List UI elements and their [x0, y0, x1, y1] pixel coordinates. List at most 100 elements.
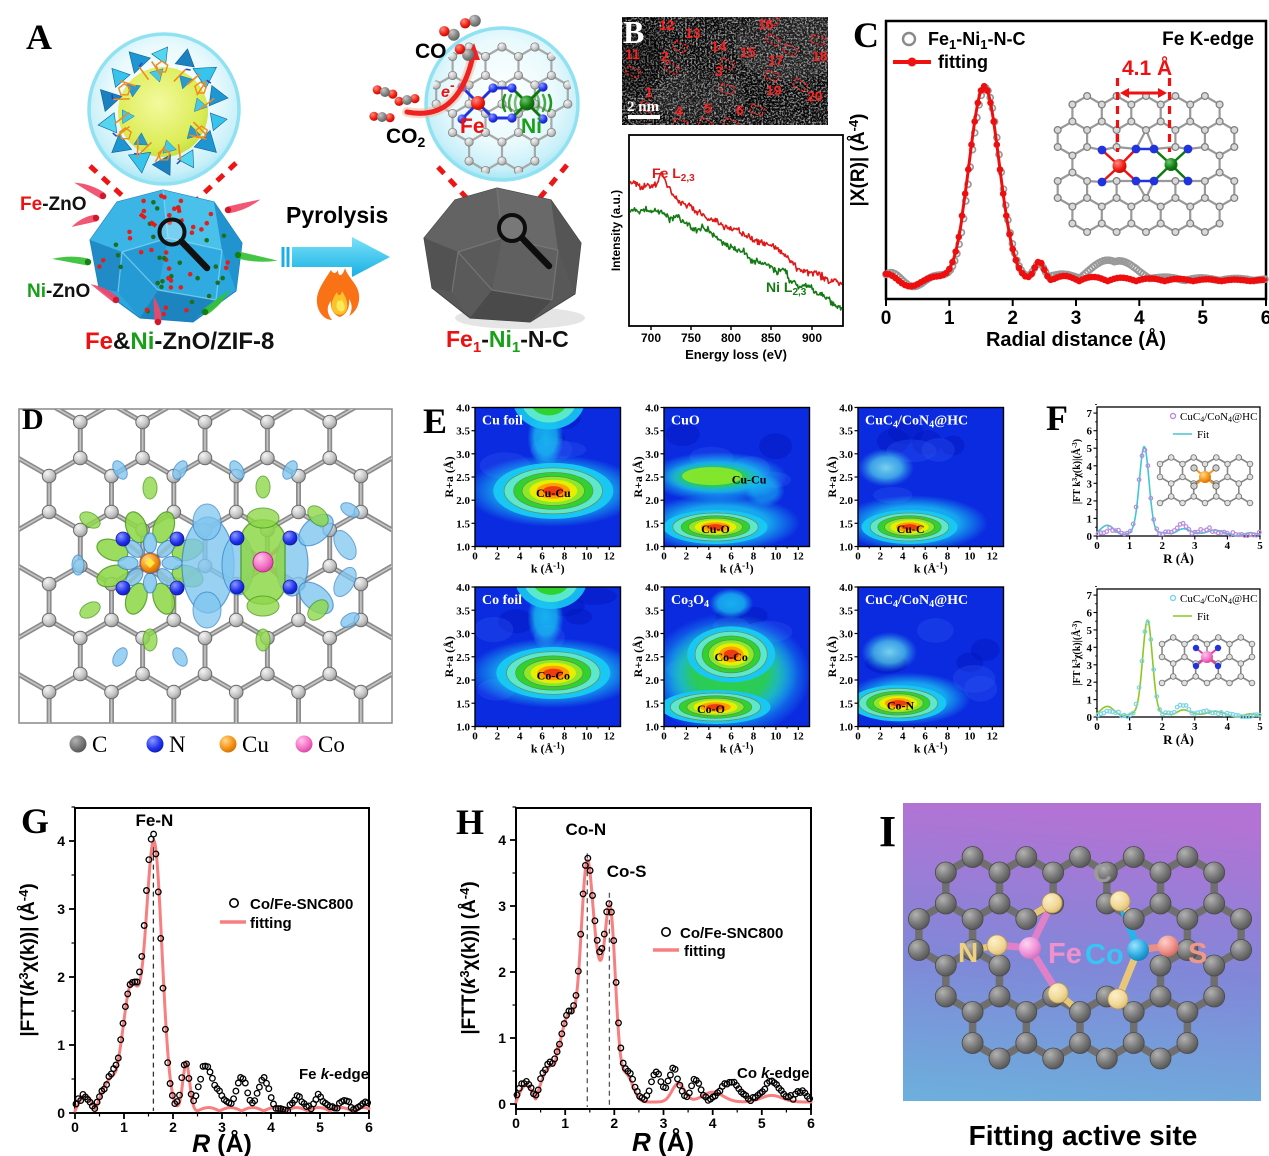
svg-text:1.0: 1.0: [456, 542, 470, 554]
svg-text:10: 10: [964, 731, 976, 743]
svg-text:CuO: CuO: [671, 414, 700, 429]
svg-text:6: 6: [539, 731, 545, 743]
svg-text:Fit: Fit: [1197, 429, 1209, 441]
svg-text:Co-O: Co-O: [697, 702, 725, 716]
svg-text:Cu foil: Cu foil: [482, 414, 523, 429]
svg-text:13: 13: [685, 25, 701, 41]
svg-text:8: 8: [945, 551, 951, 563]
svg-text:Co: Co: [1085, 939, 1124, 971]
svg-text:R+a (Å): R+a (Å): [631, 456, 645, 497]
svg-text:900: 900: [802, 331, 822, 345]
svg-text:0: 0: [498, 1096, 506, 1112]
svg-text:1.5: 1.5: [456, 698, 470, 710]
svg-text:4: 4: [1087, 461, 1093, 473]
svg-text:2.5: 2.5: [645, 652, 659, 664]
svg-text:0: 0: [855, 731, 861, 743]
svg-text:CuC4/CoN4@HC: CuC4/CoN4@HC: [865, 414, 968, 431]
svg-text:|FT k3χ(k)|(Å-3): |FT k3χ(k)|(Å-3): [1071, 439, 1083, 504]
svg-text:1: 1: [645, 84, 653, 100]
svg-text:Fe&Ni-ZnO/ZIF-8: Fe&Ni-ZnO/ZIF-8: [85, 328, 274, 355]
svg-text:Co-N: Co-N: [887, 699, 915, 713]
svg-text:4.0: 4.0: [839, 403, 853, 415]
svg-text:5: 5: [1197, 308, 1208, 329]
svg-text:3.0: 3.0: [645, 449, 659, 461]
svg-text:6: 6: [1087, 426, 1093, 438]
svg-text:-: -: [450, 77, 455, 93]
svg-text:N: N: [169, 732, 186, 757]
svg-text:0: 0: [1087, 712, 1093, 724]
svg-text:4: 4: [517, 731, 523, 743]
svg-text:2: 2: [1087, 677, 1093, 689]
svg-text:Co-N: Co-N: [566, 820, 607, 839]
svg-text:12: 12: [604, 731, 616, 743]
svg-text:2.0: 2.0: [645, 675, 659, 687]
svg-text:2: 2: [57, 969, 65, 985]
svg-text:10: 10: [581, 551, 593, 563]
svg-text:3.5: 3.5: [645, 605, 659, 617]
svg-text:4: 4: [1225, 540, 1231, 552]
svg-text:3.5: 3.5: [839, 605, 853, 617]
svg-text:2: 2: [1007, 308, 1018, 329]
svg-text:6: 6: [539, 551, 545, 563]
svg-text:Energy loss (eV): Energy loss (eV): [685, 347, 787, 362]
svg-text:8: 8: [562, 551, 568, 563]
svg-text:|FT k3χ(k)|(Å-3): |FT k3χ(k)|(Å-3): [1071, 620, 1083, 685]
svg-text:2: 2: [495, 551, 501, 563]
svg-text:Fitting active site: Fitting active site: [969, 1120, 1198, 1151]
svg-text:1: 1: [498, 1030, 506, 1046]
svg-text:0: 0: [71, 1119, 79, 1135]
svg-text:1: 1: [57, 1037, 65, 1053]
svg-text:3: 3: [1192, 721, 1198, 733]
svg-text:2: 2: [498, 964, 506, 980]
svg-text:3: 3: [660, 1115, 668, 1131]
svg-text:2 nm: 2 nm: [627, 99, 660, 115]
svg-text:5: 5: [758, 1115, 766, 1131]
svg-text:0: 0: [472, 551, 478, 563]
svg-text:Co-Co: Co-Co: [537, 668, 570, 682]
svg-text:S: S: [1188, 938, 1207, 970]
svg-text:5: 5: [1257, 540, 1263, 552]
svg-text:6: 6: [736, 102, 744, 118]
svg-text:4: 4: [1134, 308, 1145, 329]
svg-text:2: 2: [1087, 496, 1093, 508]
svg-text:fitting: fitting: [938, 52, 988, 72]
svg-text:Fe1-Ni1-N-C: Fe1-Ni1-N-C: [928, 29, 1025, 52]
svg-text:2.0: 2.0: [645, 495, 659, 507]
svg-text:1: 1: [1127, 721, 1133, 733]
svg-text:4: 4: [900, 731, 906, 743]
svg-text:Intensity (a.u.): Intensity (a.u.): [609, 190, 623, 271]
svg-text:Co-Co: Co-Co: [714, 650, 747, 664]
svg-text:Fe K-edge: Fe K-edge: [1162, 29, 1254, 50]
svg-text:3: 3: [1087, 478, 1093, 490]
svg-text:Fe k-edge: Fe k-edge: [299, 1066, 369, 1083]
svg-text:4.0: 4.0: [645, 403, 659, 415]
svg-text:2.5: 2.5: [456, 652, 470, 664]
svg-text:R+a (Å): R+a (Å): [442, 456, 456, 497]
svg-text:|FTT(k3χ(k))| (Å-4): |FTT(k3χ(k))| (Å-4): [16, 883, 39, 1036]
svg-text:2.0: 2.0: [839, 675, 853, 687]
svg-text:6: 6: [1087, 608, 1093, 620]
svg-text:3: 3: [1087, 660, 1093, 672]
svg-text:15: 15: [740, 44, 756, 60]
svg-text:4: 4: [498, 832, 506, 848]
svg-text:12: 12: [659, 17, 675, 33]
svg-text:Co3O4: Co3O4: [671, 593, 709, 610]
svg-text:6: 6: [728, 731, 734, 743]
svg-text:1.0: 1.0: [645, 542, 659, 554]
svg-text:R+a (Å): R+a (Å): [631, 636, 645, 677]
svg-text:12: 12: [604, 551, 616, 563]
svg-text:Cu-O: Cu-O: [701, 522, 730, 536]
svg-text:750: 750: [681, 331, 701, 345]
svg-text:8: 8: [562, 731, 568, 743]
svg-text:1.0: 1.0: [839, 542, 853, 554]
svg-text:3.0: 3.0: [456, 449, 470, 461]
svg-text:2: 2: [1159, 721, 1165, 733]
svg-text:12: 12: [987, 551, 999, 563]
svg-text:4: 4: [517, 551, 523, 563]
svg-text:4: 4: [1087, 642, 1093, 654]
svg-text:A: A: [26, 17, 52, 57]
svg-text:6: 6: [922, 551, 928, 563]
svg-text:R+a (Å): R+a (Å): [825, 636, 839, 677]
svg-text:0: 0: [661, 731, 667, 743]
svg-text:2: 2: [684, 731, 690, 743]
